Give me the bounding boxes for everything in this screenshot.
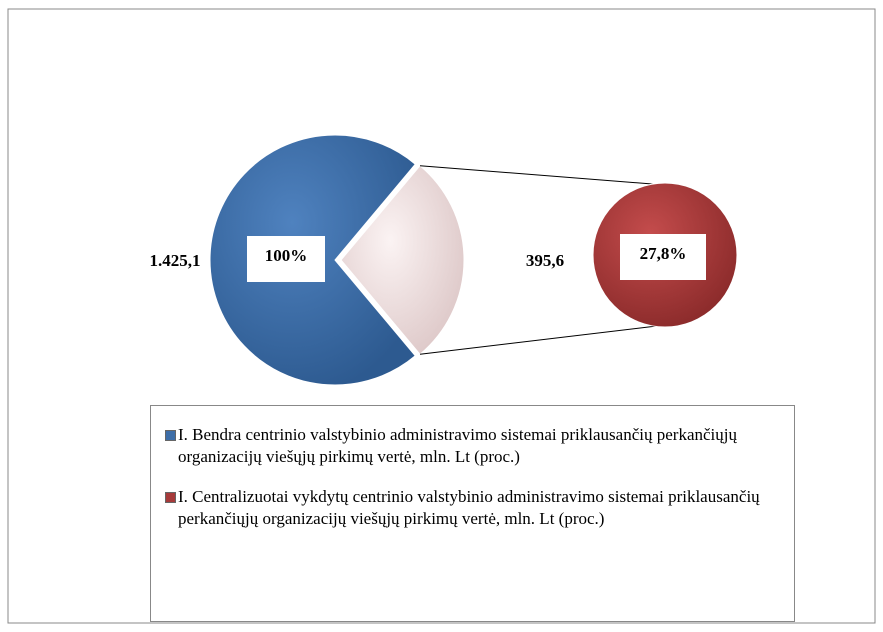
legend: I. Bendra centrinio valstybinio administ… xyxy=(150,405,795,622)
pie-slice-extracted xyxy=(340,165,465,355)
label-box xyxy=(247,236,325,282)
connector-line xyxy=(419,324,666,355)
legend-swatch xyxy=(165,492,176,503)
legend-swatch xyxy=(165,430,176,441)
percent-label: 100% xyxy=(265,246,308,265)
connector-line xyxy=(419,165,666,186)
percent-label: 27,8% xyxy=(640,244,687,263)
legend-text: I. Bendra centrinio valstybinio administ… xyxy=(178,425,737,466)
label-box xyxy=(620,234,706,280)
chart-border xyxy=(7,8,876,624)
legend-item: I. Bendra centrinio valstybinio administ… xyxy=(165,424,764,468)
legend-item: I. Centralizuotai vykdytų centrinio vals… xyxy=(165,486,764,530)
legend-text: I. Centralizuotai vykdytų centrinio vals… xyxy=(178,487,760,528)
value-label: 1.425,1 xyxy=(150,251,201,270)
value-label: 395,6 xyxy=(526,251,564,270)
